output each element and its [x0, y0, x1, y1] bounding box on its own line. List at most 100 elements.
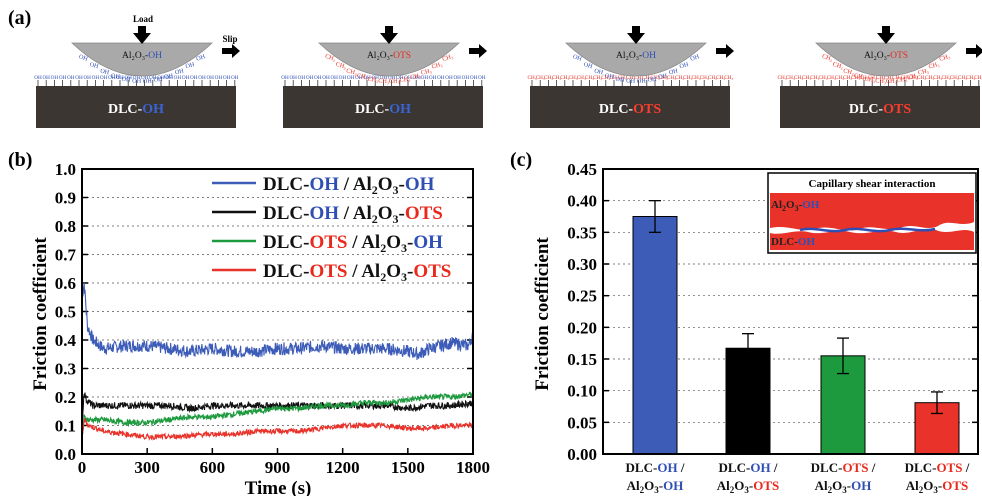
- series-line-4: [81, 418, 474, 441]
- ball-group-label: CH₃: [367, 76, 378, 84]
- surface-group-label: CH₃: [818, 75, 827, 81]
- legend-entry: DLC-OH / Al2O3-OTS: [263, 203, 443, 226]
- series-line-3: [81, 391, 474, 439]
- surface-group-label: CH₃: [650, 75, 659, 81]
- surface-group-label: OH: [75, 75, 83, 81]
- substrate-label: DLC-OH: [355, 102, 411, 117]
- ball-label: Al₂O₃-OH: [122, 51, 162, 61]
- category-label: Al2O3-OTS: [717, 478, 779, 495]
- ball-label: Al₂O₃-OTS: [367, 51, 411, 61]
- surface-group-label: OH: [59, 75, 67, 81]
- surface-group-label: CH₃: [683, 75, 692, 81]
- surface-group-label: CH₃: [642, 75, 651, 81]
- ball-label: Al₂O₃-OH: [616, 51, 656, 61]
- y-tick-label: 1.0: [55, 160, 76, 179]
- surface-group-label: CH₃: [909, 75, 918, 81]
- surface-group-label: CH₃: [552, 75, 561, 81]
- surface-group-label: CH₃: [941, 75, 950, 81]
- surface-group-label: OH: [371, 75, 379, 81]
- y-tick-label: 0.3: [55, 360, 76, 379]
- surface-group-label: CH₃: [892, 75, 901, 81]
- y-tick-label: 0.30: [567, 255, 597, 274]
- surface-group-label: OH: [289, 75, 297, 81]
- surface-group-label: CH₃: [810, 75, 819, 81]
- surface-group-label: OH: [83, 75, 91, 81]
- surface-group-label: CH₃: [925, 75, 934, 81]
- surface-group-label: CH₃: [626, 75, 635, 81]
- panel-b-ylabel: Friction coefficient: [30, 237, 51, 391]
- ball-group-label: OH: [679, 61, 690, 70]
- surface-group-label: OH: [298, 75, 306, 81]
- ball-group-label: CH₃: [356, 72, 368, 81]
- y-tick-label: 0.7: [55, 246, 77, 265]
- ball-group-label: CH₃: [853, 72, 865, 81]
- surface-group-label: OH: [100, 75, 108, 81]
- ball-group-label: CH₃: [928, 61, 940, 71]
- surface-group-label: OH: [124, 75, 132, 81]
- ball-group-label: CH₃: [886, 78, 897, 85]
- y-tick-label: 0.10: [567, 382, 597, 401]
- inset-top-label: Al2O3-OH: [771, 199, 820, 213]
- surface-group-label: OH: [116, 75, 124, 81]
- ball-group-label: OH: [110, 72, 120, 80]
- load-arrow-icon: [627, 26, 645, 44]
- surface-group-label: OH: [108, 75, 116, 81]
- surface-group-label: CH₃: [851, 75, 860, 81]
- inset-water-bridge: [799, 227, 936, 233]
- ball-group-label: CH₃: [907, 72, 919, 81]
- surface-group-label: CH₃: [966, 75, 975, 81]
- slip-arrow-icon: [469, 44, 487, 58]
- surface-group-label: OH: [412, 75, 420, 81]
- surface-group-label: CH₃: [950, 75, 959, 81]
- dlc-substrate: [283, 86, 483, 128]
- surface-group-label: CH₃: [859, 75, 868, 81]
- surface-group-label: CH₃: [544, 75, 553, 81]
- inset-top-surface: [770, 193, 974, 231]
- surface-group-label: OH: [174, 75, 182, 81]
- ball-group-label: OH: [195, 53, 206, 63]
- surface-group-label: CH₃: [667, 75, 676, 81]
- ball-group-label: OH: [647, 76, 657, 84]
- surface-group-label: OH: [437, 75, 445, 81]
- legend-entry: DLC-OTS / Al2O3-OH: [263, 232, 443, 255]
- load-label: Load: [133, 14, 153, 24]
- ball-group-label: OH: [164, 72, 174, 80]
- surface-group-label: CH₃: [827, 75, 836, 81]
- surface-group-label: CH₃: [835, 75, 844, 81]
- surface-group-label: OH: [215, 75, 223, 81]
- panel-c-bar-chart: 0.00 0.05 0.10 0.15 0.20 0.25 0.30 0.35 0.40 0.45…: [567, 160, 979, 495]
- category-label: DLC-OH /: [626, 460, 685, 475]
- ball-group-label: OH: [143, 78, 153, 85]
- y-tick-label: 0.40: [567, 192, 597, 211]
- load-arrow-icon: [877, 26, 895, 44]
- panel-b-line-chart: 0.0 0.1 0.2 0.3 0.4 0.5 0.6 0.7 0.8 0.9 1.0 0 300 600…: [55, 160, 490, 477]
- surface-group-label: CH₃: [933, 75, 942, 81]
- substrate-label: DLC-OH: [108, 102, 164, 117]
- surface-group-label: CH₃: [601, 75, 610, 81]
- surface-group-label: CH₃: [843, 75, 852, 81]
- ball-group-label: OH: [583, 61, 594, 70]
- y-tick-label: 0.4: [55, 331, 77, 350]
- x-tick-label: 1800: [456, 458, 490, 477]
- category-label: DLC-OH /: [719, 460, 778, 475]
- x-tick-label: 1200: [326, 458, 360, 477]
- surface-group-label: OH: [190, 75, 198, 81]
- ball-group-label: CH₃: [389, 78, 400, 85]
- ball-group-label: OH: [100, 68, 111, 77]
- ball-group-label: OH: [626, 78, 636, 85]
- inset-bottom-surface: [770, 229, 974, 250]
- surface-group-label: OH: [281, 75, 289, 81]
- slip-arrow-icon: [222, 44, 240, 58]
- ball-group-label: CH₃: [441, 53, 453, 63]
- plot-frame: [602, 168, 979, 455]
- y-tick-label: 0.45: [567, 160, 597, 179]
- panel-b-xlabel: Time (s): [245, 478, 312, 496]
- ball-group-label: OH: [658, 72, 668, 80]
- y-tick-label: 0.35: [567, 223, 597, 242]
- surface-group-label: OH: [34, 75, 42, 81]
- panel-c-label: (c): [510, 149, 532, 171]
- legend-entry: DLC-OH / Al2O3-OH: [263, 174, 435, 197]
